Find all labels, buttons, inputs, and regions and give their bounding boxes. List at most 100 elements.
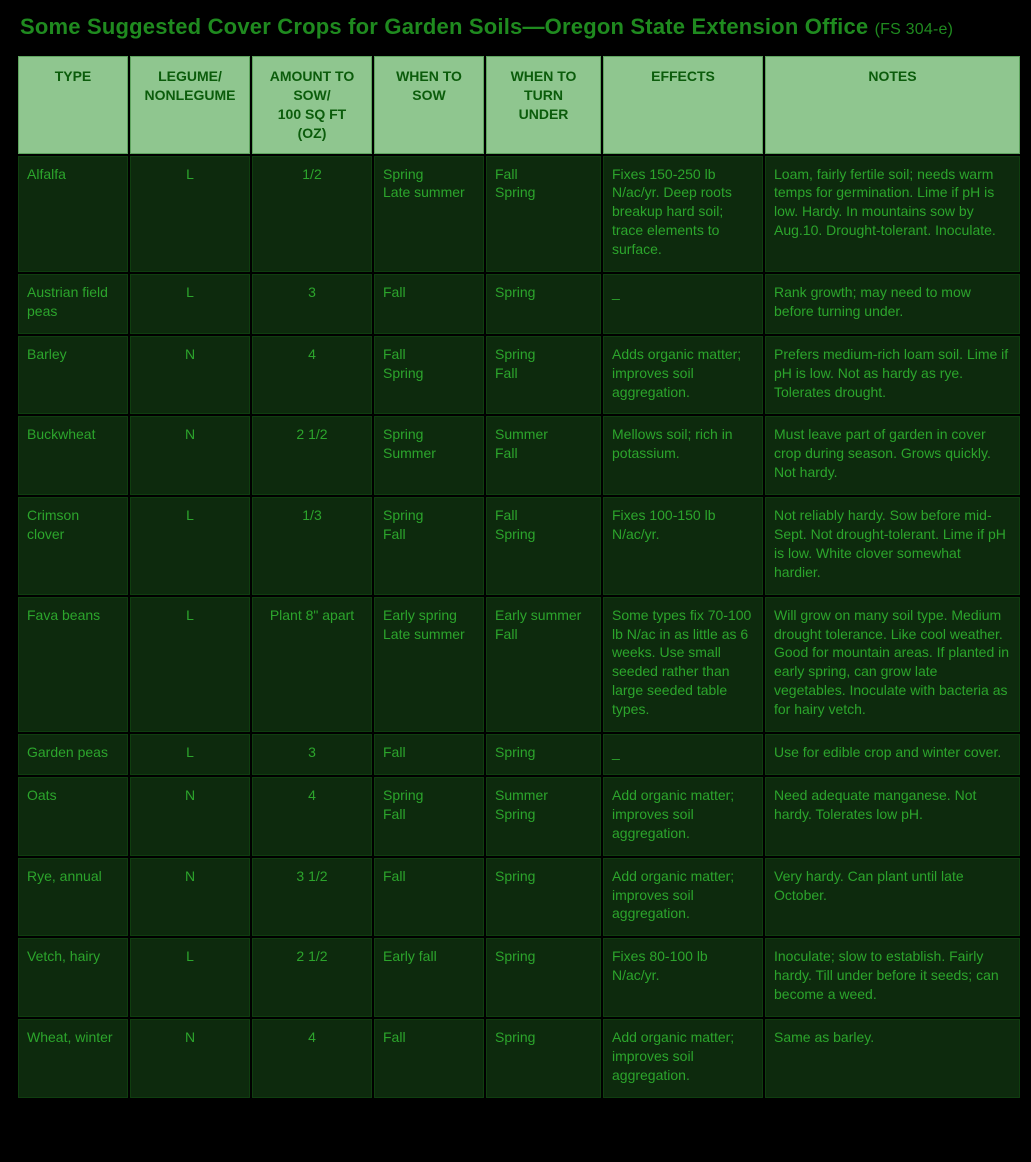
cell-notes: Rank growth; may need to mow before turn… — [765, 274, 1020, 334]
col-header-sow: WHEN TOSOW — [374, 56, 484, 154]
cell-line: Early spring — [383, 606, 475, 625]
table-row: Crimson cloverL1/3SpringFallFallSpringFi… — [18, 497, 1020, 595]
col-header-line: EFFECTS — [612, 67, 754, 86]
cell-line: Late summer — [383, 625, 475, 644]
cell-turn: Spring — [486, 858, 601, 937]
cell-effects: _ — [603, 734, 763, 775]
cell-sow: Fall — [374, 274, 484, 334]
cell-legume: L — [130, 156, 250, 272]
cell-sow: SpringSummer — [374, 416, 484, 495]
cell-amount: 4 — [252, 777, 372, 856]
cell-turn: Spring — [486, 274, 601, 334]
table-row: AlfalfaL1/2SpringLate summerFallSpringFi… — [18, 156, 1020, 272]
page-root: Some Suggested Cover Crops for Garden So… — [0, 0, 1031, 1124]
cell-sow: Fall — [374, 1019, 484, 1098]
col-header-effects: EFFECTS — [603, 56, 763, 154]
table-row: BuckwheatN2 1/2SpringSummerSummerFallMel… — [18, 416, 1020, 495]
cell-legume: L — [130, 274, 250, 334]
cell-legume: N — [130, 416, 250, 495]
cell-turn: FallSpring — [486, 156, 601, 272]
cell-legume: N — [130, 1019, 250, 1098]
cell-notes: Loam, fairly fertile soil; needs warm te… — [765, 156, 1020, 272]
cell-line: Spring — [495, 183, 592, 202]
cell-legume: N — [130, 858, 250, 937]
cell-line: Late summer — [383, 183, 475, 202]
table-row: OatsN4SpringFallSummerSpringAdd organic … — [18, 777, 1020, 856]
cell-line: Summer — [383, 444, 475, 463]
cell-notes: Same as barley. — [765, 1019, 1020, 1098]
col-header-legume: LEGUME/NONLEGUME — [130, 56, 250, 154]
cell-sow: SpringFall — [374, 777, 484, 856]
cell-line: Spring — [495, 805, 592, 824]
cell-line: Fall — [495, 506, 592, 525]
cell-line: Spring — [383, 425, 475, 444]
cell-type: Austrian field peas — [18, 274, 128, 334]
cell-line: Fall — [495, 364, 592, 383]
cell-type: Wheat, winter — [18, 1019, 128, 1098]
cell-effects: Add organic matter; improves soil aggreg… — [603, 858, 763, 937]
cell-legume: L — [130, 597, 250, 732]
cell-effects: Some types fix 70-100 lb N/ac in as litt… — [603, 597, 763, 732]
cell-type: Rye, annual — [18, 858, 128, 937]
cell-effects: Fixes 150-250 lb N/ac/yr. Deep roots bre… — [603, 156, 763, 272]
cell-line: Spring — [495, 947, 592, 966]
cell-amount: 2 1/2 — [252, 938, 372, 1017]
cell-line: Fall — [383, 283, 475, 302]
cell-line: Fall — [383, 743, 475, 762]
cell-sow: Early springLate summer — [374, 597, 484, 732]
cell-sow: Fall — [374, 734, 484, 775]
table-row: Vetch, hairyL2 1/2Early fallSpringFixes … — [18, 938, 1020, 1017]
cell-line: Spring — [383, 786, 475, 805]
cell-line: Spring — [383, 506, 475, 525]
cell-notes: Will grow on many soil type. Medium drou… — [765, 597, 1020, 732]
cell-amount: 4 — [252, 336, 372, 415]
cell-line: Spring — [495, 525, 592, 544]
cell-type: Alfalfa — [18, 156, 128, 272]
cell-type: Buckwheat — [18, 416, 128, 495]
col-header-line: (OZ) — [261, 124, 363, 143]
cell-line: Spring — [383, 364, 475, 383]
cell-turn: SummerFall — [486, 416, 601, 495]
cell-line: Early summer — [495, 606, 592, 625]
cell-type: Oats — [18, 777, 128, 856]
cell-turn: Spring — [486, 734, 601, 775]
col-header-line: 100 SQ FT — [261, 105, 363, 124]
cell-legume: N — [130, 777, 250, 856]
page-title: Some Suggested Cover Crops for Garden So… — [20, 14, 1015, 40]
cell-line: Summer — [495, 425, 592, 444]
cell-amount: 2 1/2 — [252, 416, 372, 495]
cell-amount: 3 — [252, 274, 372, 334]
col-header-type: TYPE — [18, 56, 128, 154]
cell-line: Spring — [495, 867, 592, 886]
col-header-line: LEGUME/ — [139, 67, 241, 86]
col-header-line: WHEN TO — [383, 67, 475, 86]
cell-line: Spring — [495, 743, 592, 762]
cell-effects: Fixes 100-150 lb N/ac/yr. — [603, 497, 763, 595]
cell-turn: Spring — [486, 1019, 601, 1098]
cell-line: Spring — [383, 165, 475, 184]
cell-notes: Inoculate; slow to establish. Fairly har… — [765, 938, 1020, 1017]
cell-legume: L — [130, 938, 250, 1017]
cell-line: Spring — [495, 345, 592, 364]
cell-legume: N — [130, 336, 250, 415]
table-row: BarleyN4FallSpringSpringFallAdds organic… — [18, 336, 1020, 415]
cell-effects: Adds organic matter; improves soil aggre… — [603, 336, 763, 415]
cell-legume: L — [130, 734, 250, 775]
cell-turn: FallSpring — [486, 497, 601, 595]
cell-type: Vetch, hairy — [18, 938, 128, 1017]
cell-sow: FallSpring — [374, 336, 484, 415]
cell-line: Fall — [383, 805, 475, 824]
cell-notes: Must leave part of garden in cover crop … — [765, 416, 1020, 495]
cell-amount: 1/2 — [252, 156, 372, 272]
cell-turn: Spring — [486, 938, 601, 1017]
table-row: Wheat, winterN4FallSpringAdd organic mat… — [18, 1019, 1020, 1098]
cell-line: Summer — [495, 786, 592, 805]
cell-effects: Add organic matter; improves soil aggreg… — [603, 777, 763, 856]
cell-type: Fava beans — [18, 597, 128, 732]
cell-notes: Need adequate manganese. Not hardy. Tole… — [765, 777, 1020, 856]
cell-notes: Use for edible crop and winter cover. — [765, 734, 1020, 775]
cell-sow: SpringLate summer — [374, 156, 484, 272]
cell-line: Fall — [383, 1028, 475, 1047]
table-row: Rye, annualN3 1/2FallSpringAdd organic m… — [18, 858, 1020, 937]
cell-legume: L — [130, 497, 250, 595]
